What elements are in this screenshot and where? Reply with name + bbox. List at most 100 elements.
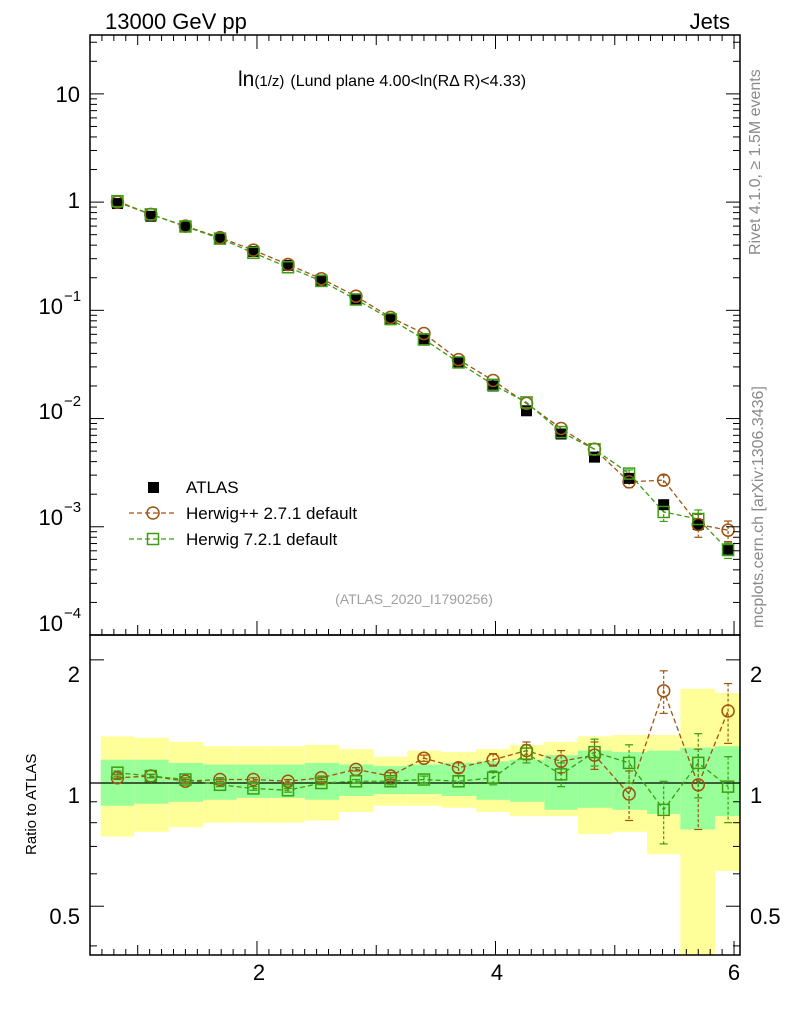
atlas-point-6 (315, 274, 327, 286)
ratio-herwigpp-point-10 (451, 760, 466, 775)
ratio-tick-label-1-left: 1 (68, 783, 80, 808)
ratio-herwig7-point-1 (144, 769, 158, 783)
ratio-herwig7-point-2 (179, 773, 192, 786)
axis-ticks (90, 35, 740, 955)
ratio-herwig7-point-15 (622, 756, 636, 770)
ratio-herwig7-point-8 (384, 775, 397, 788)
ratio-herwig7-point-4 (247, 782, 260, 795)
ratio-plot-marks (110, 670, 735, 845)
ratio-tick-label-2-right: 2 (750, 662, 762, 687)
y-tick-exp-1e-1: −1 (64, 288, 81, 305)
ratio-herwig7-point-7 (349, 775, 363, 788)
ratio-herwigpp-point-13 (554, 754, 568, 769)
herwig7-point-15 (622, 467, 636, 480)
ratio-herwig7-point-6 (315, 776, 328, 790)
ratio-tick-label-2-left: 2 (68, 662, 80, 687)
atlas-point-2 (179, 221, 191, 233)
ratio-herwigpp-point-16 (656, 684, 671, 698)
herwig7-point-14 (588, 443, 601, 456)
atlas-point-5 (282, 259, 294, 271)
atlas-point-16 (658, 499, 670, 511)
y-tick-exp-1e-4: −4 (64, 605, 81, 622)
herwig7-point-0 (111, 194, 124, 208)
x-tick-label-2: 2 (253, 960, 265, 985)
header-energy: 13000 GeV pp (105, 9, 247, 34)
y-tick-label-1e-4: 10 (39, 611, 63, 636)
ratio-herwigpp-point-9 (417, 751, 431, 765)
band-inner-bin-11 (476, 761, 510, 800)
herwig7-point-6 (315, 274, 328, 288)
atlas-point-1 (145, 210, 157, 222)
herwig7-point-3 (213, 232, 227, 245)
band-inner-bin-12 (509, 759, 545, 802)
ratio-herwig7-point-17 (692, 756, 705, 770)
ratio-herwig7-point-5 (281, 784, 295, 797)
mcplots-label: mcplots.cern.ch [arXiv:1306.3436] (750, 386, 767, 628)
ratio-herwig7-point-13 (554, 768, 568, 781)
ratio-tick-label-1-right: 1 (750, 783, 762, 808)
y-tick-exp-1e-3: −3 (64, 499, 81, 516)
herwig7-point-18 (721, 543, 735, 557)
ratio-herwigpp-point-18 (721, 704, 735, 718)
atlas-point-4 (247, 245, 259, 257)
herwigpp-point-18 (721, 523, 735, 537)
y-tick-exp-1e-2: −2 (64, 393, 81, 410)
ratio-plot-frame (89, 634, 741, 956)
x-tick-labels: 2 4 6 (253, 960, 740, 985)
ratio-herwig7-point-18 (721, 780, 735, 793)
ratio-herwig7-point-9 (417, 773, 431, 786)
herwigpp-point-16 (656, 473, 671, 487)
herwig7-point-13 (554, 425, 568, 439)
plot-title: ln(1/z) (Lund plane 4.00<ln(RΔ R)<4.33) (238, 68, 526, 91)
ratio-herwigpp-point-5 (281, 774, 295, 789)
atlas-point-3 (214, 233, 226, 245)
analysis-id-watermark: (ATLAS_2020_I1790256) (335, 591, 493, 607)
legend: ATLAS Herwig++ 2.7.1 default Herwig 7.2.… (129, 478, 357, 549)
ratio-herwig7-point-0 (111, 766, 124, 779)
ratio-uncertainty-bands (100, 688, 740, 955)
herwig7-point-11 (486, 378, 500, 392)
y-tick-label-1e-3: 10 (39, 505, 63, 530)
band-inner-bin-3 (203, 764, 237, 800)
herwig7-point-16 (657, 505, 670, 519)
ratio-herwigpp-point-11 (486, 752, 500, 767)
atlas-point-12 (521, 405, 533, 417)
atlas-point-7 (350, 294, 362, 306)
rivet-version-label: Rivet 4.1.0, ≥ 1.5M events (747, 69, 764, 255)
herwig7-point-10 (452, 356, 465, 369)
atlas-point-14 (588, 451, 600, 463)
ratio-herwigpp-point-15 (622, 787, 636, 801)
herwig7-point-17 (692, 512, 705, 526)
ratio-herwig7-point-10 (452, 775, 465, 788)
ratio-herwig7-line (117, 751, 729, 811)
ratio-herwig7-point-12 (520, 747, 533, 760)
herwig7-point-7 (349, 293, 363, 306)
herwig7-point-9 (417, 333, 431, 346)
ratio-herwig7-point-14 (588, 745, 601, 759)
ratio-y-tick-labels: 2 1 0.5 2 1 0.5 (49, 662, 780, 929)
herwig7-point-2 (179, 220, 192, 233)
y-tick-label-1: 1 (68, 188, 80, 213)
ratio-tick-label-05-left: 0.5 (49, 904, 80, 929)
ratio-tick-label-05-right: 0.5 (750, 904, 781, 929)
ratio-herwig7-point-3 (213, 778, 227, 792)
herwig7-point-5 (281, 261, 295, 274)
ratio-herwigpp-line (117, 688, 729, 796)
atlas-point-0 (111, 198, 123, 210)
atlas-point-18 (722, 543, 734, 555)
atlas-point-10 (453, 356, 465, 368)
legend-atlas-marker (148, 482, 159, 493)
ratio-herwig7-point-16 (657, 803, 670, 817)
herwig7-point-8 (384, 312, 397, 326)
legend-herwig7-marker (146, 532, 160, 546)
header-process: Jets (690, 9, 730, 34)
legend-herwigpp-marker (146, 506, 160, 520)
legend-herwig7-label: Herwig 7.2.1 default (186, 530, 337, 549)
herwig7-point-12 (520, 396, 533, 409)
upper-plot-marks (110, 194, 735, 560)
y-tick-label-10: 10 (56, 82, 80, 107)
atlas-point-8 (385, 313, 397, 325)
y-tick-label-1e-2: 10 (39, 399, 63, 424)
y-tick-label-1e-1: 10 (39, 294, 63, 319)
